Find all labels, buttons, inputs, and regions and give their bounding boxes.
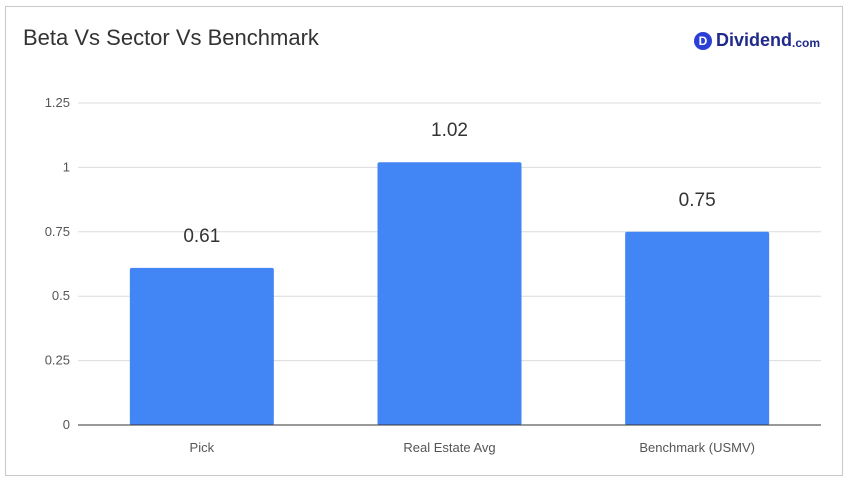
bars [129, 162, 770, 426]
y-tick-label: 1 [63, 159, 70, 174]
y-axis-ticks: 0 0.25 0.5 0.75 1 1.25 [45, 95, 70, 432]
brand-logo: D Dividend .com [693, 30, 820, 51]
data-label: 0.61 [183, 226, 220, 247]
x-tick-label: Benchmark (USMV) [639, 440, 755, 455]
y-tick-label: 0 [63, 417, 70, 432]
brand-suffix: .com [791, 35, 820, 50]
brand-name: Dividend [715, 30, 792, 50]
data-labels: 0.61 1.02 0.75 [183, 120, 715, 247]
x-tick-label: Real Estate Avg [403, 440, 495, 455]
data-label: 0.75 [679, 190, 716, 211]
data-label: 1.02 [431, 120, 468, 141]
bar [377, 162, 522, 426]
dividend-logo-icon: D [693, 31, 712, 50]
y-tick-label: 0.25 [45, 353, 70, 368]
y-tick-label: 0.75 [45, 224, 70, 239]
chart-title: Beta Vs Sector Vs Benchmark [23, 25, 319, 50]
y-tick-label: 1.25 [45, 95, 70, 110]
bar [129, 267, 274, 425]
x-tick-label: Pick [190, 440, 215, 455]
bar [625, 231, 770, 425]
y-tick-label: 0.5 [52, 288, 70, 303]
x-axis-ticks: Pick Real Estate Avg Benchmark (USMV) [190, 440, 755, 455]
